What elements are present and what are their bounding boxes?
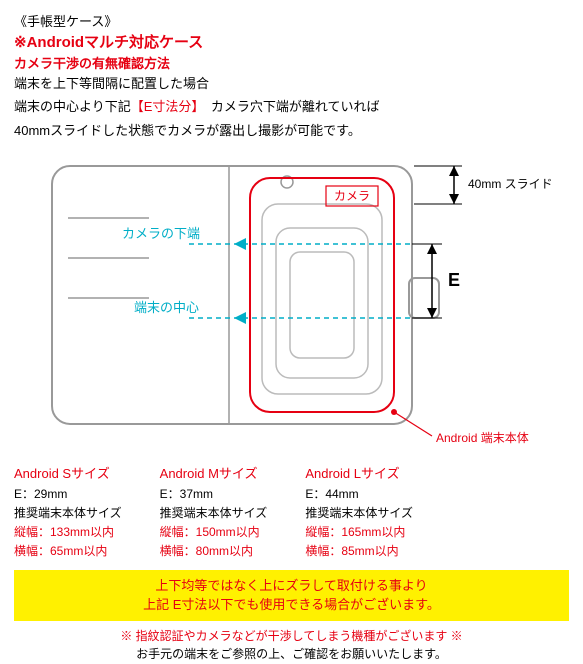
svg-text:E: E	[448, 270, 460, 290]
warning-box: 上下均等ではなく上にズラして取付ける事より 上記 E寸法以下でも使用できる場合が…	[14, 570, 569, 621]
svg-text:Android 端末本体: Android 端末本体	[436, 431, 529, 445]
svg-text:端末の中心: 端末の中心	[134, 300, 199, 315]
svg-text:カメラ: カメラ	[334, 189, 370, 203]
method-label: カメラ干渉の有無確認方法	[14, 54, 569, 74]
instruction-1: 端末を上下等間隔に配置した場合	[14, 74, 569, 94]
size-l: Android Lサイズ E：44mm 推奨端末本体サイズ 縦幅：165mm以内…	[305, 464, 413, 562]
size-s: Android Sサイズ E：29mm 推奨端末本体サイズ 縦幅：133mm以内…	[14, 464, 122, 562]
svg-text:40mm スライド: 40mm スライド	[468, 177, 553, 191]
header-subtitle: ※Androidマルチ対応ケース	[14, 32, 569, 55]
footer-note: ※ 指紋認証やカメラなどが干渉してしまう機種がございます ※ お手元の端末をご参…	[14, 627, 569, 664]
size-m: Android Mサイズ E：37mm 推奨端末本体サイズ 縦幅：150mm以内…	[160, 464, 268, 562]
svg-text:カメラの下端: カメラの下端	[122, 226, 200, 241]
header-title: 《手帳型ケース》	[14, 12, 569, 32]
size-table: Android Sサイズ E：29mm 推奨端末本体サイズ 縦幅：133mm以内…	[14, 464, 569, 562]
instruction-2: 端末の中心より下記【E寸法分】 カメラ穴下端が離れていれば	[14, 97, 569, 117]
instruction-3: 40mmスライドした状態でカメラが露出し撮影が可能です。	[14, 121, 569, 141]
diagram: カメラ カメラの下端 端末の中心 E 40mm スライド Android 端末本…	[14, 148, 569, 458]
